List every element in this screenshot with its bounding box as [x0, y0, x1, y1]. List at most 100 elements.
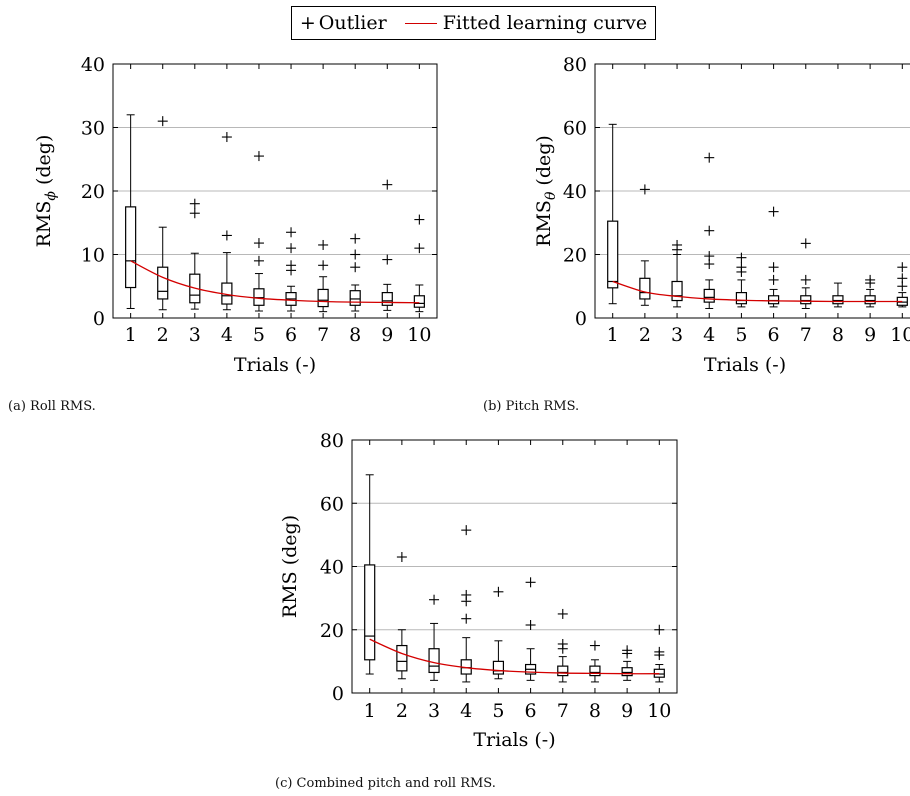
curve-line-icon [404, 22, 437, 24]
outlier-marker [286, 227, 297, 238]
box-6 [524, 648, 537, 681]
box-3 [671, 254, 683, 308]
y-label-unit: (deg) [279, 515, 301, 571]
box-6 [285, 285, 297, 312]
y-tick-label: 0 [332, 683, 344, 705]
legend-curve-label: Fitted learning curve [442, 12, 648, 34]
outlier-marker [654, 624, 665, 635]
outlier-marker [768, 206, 779, 217]
x-tick-label: 6 [285, 324, 297, 346]
x-axis-label: Trials (-) [473, 729, 555, 751]
x-axis-label: Trials (-) [234, 354, 316, 376]
outlier-marker [704, 225, 715, 236]
box-2 [157, 226, 169, 311]
x-tick-label: 3 [189, 324, 201, 346]
x-tick-label: 8 [589, 700, 601, 722]
fitted-curve [130, 260, 420, 304]
chart-panel-3: 0 20 40 60 80 1 2 3 4 5 6 7 8 9 10 Trials (-) RMS (deg) [279, 430, 678, 751]
outlier-marker [736, 252, 747, 263]
box-10 [413, 284, 425, 313]
box-7 [317, 276, 329, 313]
outlier-marker [286, 260, 297, 271]
box-iqr [381, 292, 393, 306]
box-4 [460, 637, 472, 683]
y-label-unit: (deg) [533, 135, 555, 191]
y-tick-label: 20 [81, 181, 105, 203]
outlier-marker [189, 198, 200, 209]
caption-combined: (c) Combined pitch and roll RMS. [275, 776, 496, 791]
x-tick-label: 2 [639, 324, 651, 346]
y-tick-label: 80 [320, 430, 344, 452]
x-tick-label: 1 [364, 700, 376, 722]
y-tick-label: 40 [81, 54, 105, 76]
box-iqr [349, 290, 361, 306]
x-tick-label: 6 [768, 324, 780, 346]
outlier-marker [414, 243, 425, 254]
y-tick-label: 0 [93, 308, 105, 330]
outlier-marker [253, 255, 264, 266]
box-3 [428, 622, 440, 681]
chart-panel-2: 0 20 40 60 80 1 2 3 4 5 6 7 8 9 10 Trials (-) RMSθ (deg) [533, 54, 910, 376]
x-tick-label: 7 [557, 700, 569, 722]
x-tick-label: 10 [407, 324, 431, 346]
outlier-marker [350, 249, 361, 260]
box-iqr [767, 295, 780, 305]
outlier-marker [654, 646, 665, 657]
box-iqr [157, 266, 169, 300]
box-2 [396, 629, 408, 680]
x-axis-label: Trials (-) [704, 354, 786, 376]
box-iqr [832, 295, 844, 305]
outlier-marker [286, 243, 297, 254]
x-tick-label: 2 [157, 324, 169, 346]
y-label-subscript: θ [543, 191, 559, 200]
box-iqr [317, 288, 329, 308]
caption-roll: (a) Roll RMS. [8, 399, 96, 414]
box-iqr [413, 295, 425, 308]
outlier-marker [189, 208, 200, 219]
box-iqr [607, 220, 619, 289]
outlier-marker [639, 184, 650, 195]
outlier-marker [525, 577, 536, 588]
x-tick-label: 8 [349, 324, 361, 346]
y-tick-label: 40 [320, 557, 344, 579]
outlier-marker [414, 214, 425, 225]
outlier-marker [704, 251, 715, 262]
box-9 [621, 660, 633, 681]
box-7 [557, 656, 569, 683]
x-tick-label: 9 [864, 324, 876, 346]
outlier-marker-icon: + [299, 12, 316, 34]
box-iqr [428, 648, 440, 674]
box-iqr [364, 564, 376, 661]
fitted-curve [612, 280, 903, 303]
legend: + Outlier Fitted learning curve [291, 6, 656, 40]
x-tick-label: 5 [492, 700, 504, 722]
y-tick-label: 10 [81, 245, 105, 267]
box-iqr [253, 288, 265, 306]
outlier-marker [350, 233, 361, 244]
outlier-marker [493, 586, 504, 597]
outlier-marker [897, 262, 908, 273]
outlier-marker [704, 152, 715, 163]
outlier-marker [221, 132, 232, 143]
box-2 [639, 260, 651, 306]
outlier-marker [318, 260, 329, 271]
box-iqr [671, 280, 683, 302]
box-iqr [492, 660, 505, 675]
x-tick-label: 10 [647, 700, 671, 722]
y-label-subscript: ϕ [43, 191, 59, 201]
legend-outlier-label: Outlier [318, 12, 387, 34]
outlier-marker [461, 589, 472, 600]
outlier-marker [253, 151, 264, 162]
y-label-main: RMS [33, 201, 55, 248]
box-6 [767, 288, 780, 308]
box-4 [221, 252, 233, 311]
box-iqr [864, 295, 876, 305]
box-iqr [125, 206, 137, 289]
outlier-marker [461, 613, 472, 624]
box-7 [800, 287, 812, 309]
y-tick-label: 80 [563, 54, 587, 76]
box-5 [735, 279, 748, 308]
box-9 [381, 283, 393, 311]
y-tick-label: 40 [563, 181, 587, 203]
